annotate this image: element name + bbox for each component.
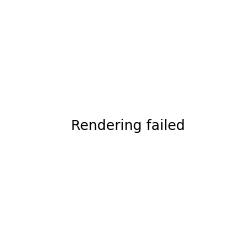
Text: Rendering failed: Rendering failed — [71, 119, 185, 133]
